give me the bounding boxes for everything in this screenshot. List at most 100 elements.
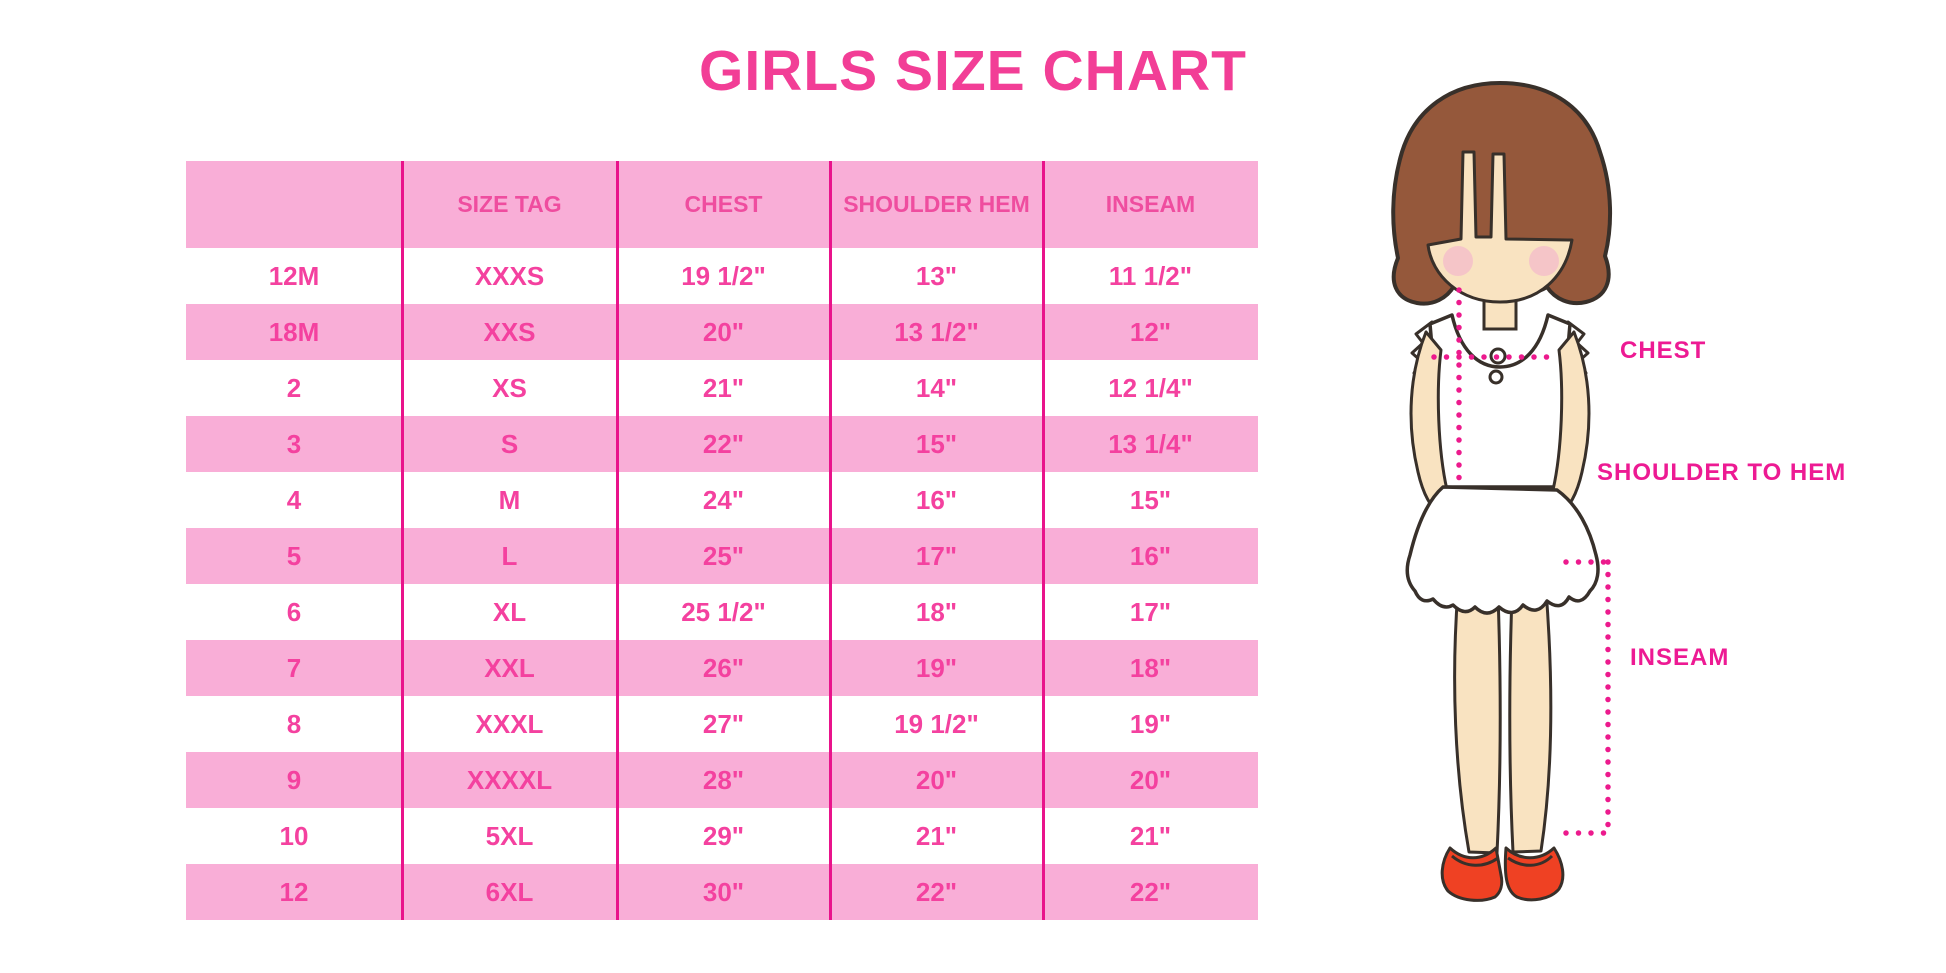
table-row: 7 XXL 26" 19" 18" — [186, 640, 1258, 696]
blush-right — [1529, 246, 1559, 276]
table-row: 18M XXS 20" 13 1/2" 12" — [186, 304, 1258, 360]
shoe-strap-left — [1451, 854, 1499, 867]
page-title: GIRLS SIZE CHART — [698, 39, 1247, 103]
table-cell: 4 — [286, 485, 302, 515]
table-row: 8 XXXL 27" 19 1/2" 19" — [186, 696, 1258, 752]
table-cell: 24" — [702, 485, 745, 515]
table-cell: XXXXL — [466, 765, 553, 795]
leg-right — [1508, 588, 1553, 854]
table-cell: 16" — [915, 485, 958, 515]
table-cell: 22" — [915, 877, 958, 907]
table-cell: 28" — [702, 765, 745, 795]
table-cell: XS — [492, 373, 527, 403]
table-cell: 30" — [702, 877, 745, 907]
table-cell: 18" — [915, 597, 958, 627]
table-cell: 19 1/2" — [681, 261, 766, 291]
table-cell: S — [500, 429, 519, 459]
table-cell: 12 — [279, 877, 309, 907]
table-cell: 17" — [1129, 597, 1172, 627]
table-cell: 12" — [1129, 317, 1172, 347]
column-separator — [829, 161, 832, 920]
table-cell: 10 — [279, 821, 309, 851]
table-row: 10 5XL 29" 21" 21" — [186, 808, 1258, 864]
table-row: 9 XXXXL 28" 20" 20" — [186, 752, 1258, 808]
header-cell — [186, 161, 402, 248]
column-separator — [616, 161, 619, 920]
table-cell: 5XL — [485, 821, 534, 851]
table-cell: 18M — [268, 317, 320, 347]
table-row: 12M XXXS 19 1/2" 13" 11 1/2" — [186, 248, 1258, 304]
table-cell: XL — [492, 597, 527, 627]
table-cell: 15" — [915, 429, 958, 459]
shoe-strap-right — [1507, 854, 1554, 867]
table-cell: 6 — [286, 597, 302, 627]
table-cell: 22" — [1129, 877, 1172, 907]
blush-left — [1443, 246, 1473, 276]
table-cell: 15" — [1129, 485, 1172, 515]
table-header-row: SIZE TAG CHEST SHOULDER HEM INSEAM — [186, 161, 1258, 248]
table-cell: 6XL — [485, 877, 534, 907]
table-cell: 21" — [915, 821, 958, 851]
table-row: 2 XS 21" 14" 12 1/4" — [186, 360, 1258, 416]
table-cell: 27" — [702, 709, 745, 739]
table-cell: 19 1/2" — [894, 709, 979, 739]
table-cell: XXXL — [475, 709, 544, 739]
table-row: 4 M 24" 16" 15" — [186, 472, 1258, 528]
table-cell: 9 — [286, 765, 302, 795]
table-cell: 11 1/2" — [1108, 261, 1193, 291]
table-cell: 13 1/4" — [1108, 429, 1193, 459]
table-cell: XXS — [483, 317, 536, 347]
leg-left — [1453, 588, 1502, 855]
table-cell: 25" — [702, 541, 745, 571]
table-cell: 7 — [286, 653, 302, 683]
table-cell: 13 1/2" — [894, 317, 979, 347]
shoulder-to-hem-label: SHOULDER TO HEM — [1597, 459, 1847, 486]
dress-skirt — [1405, 485, 1600, 615]
header-cell: INSEAM — [1105, 191, 1196, 217]
table-cell: 8 — [286, 709, 302, 739]
column-separator — [401, 161, 404, 920]
table-cell: 13" — [915, 261, 958, 291]
shoe-right — [1503, 846, 1565, 902]
table-cell: 21" — [1129, 821, 1172, 851]
header-cell: CHEST — [684, 191, 763, 217]
table-cell: XXL — [484, 653, 535, 683]
table-cell: 14" — [915, 373, 958, 403]
table-cell: 12M — [268, 261, 320, 291]
table-cell: 20" — [915, 765, 958, 795]
table-cell: 21" — [702, 373, 745, 403]
table-cell: 29" — [702, 821, 745, 851]
table-row: 3 S 22" 15" 13 1/4" — [186, 416, 1258, 472]
table-row: 5 L 25" 17" 16" — [186, 528, 1258, 584]
table-cell: M — [498, 485, 521, 515]
table-cell: 17" — [915, 541, 958, 571]
chest-label: CHEST — [1620, 337, 1707, 364]
dress-button-bottom — [1488, 369, 1504, 385]
table-row: 12 6XL 30" 22" 22" — [186, 864, 1258, 920]
table-cell: 22" — [702, 429, 745, 459]
table-cell: 16" — [1129, 541, 1172, 571]
table-cell: 2 — [286, 373, 302, 403]
size-table: SIZE TAG CHEST SHOULDER HEM INSEAM 12M XXXS 19… — [186, 161, 1258, 920]
table-cell: 5 — [286, 541, 302, 571]
table-cell: L — [501, 541, 518, 571]
table-cell: XXXS — [474, 261, 545, 291]
table-row: 6 XL 25 1/2" 18" 17" — [186, 584, 1258, 640]
table-cell: 18" — [1129, 653, 1172, 683]
table-cell: 12 1/4" — [1108, 373, 1193, 403]
header-cell: SIZE TAG — [457, 191, 562, 217]
table-cell: 19" — [1129, 709, 1172, 739]
inseam-label: INSEAM — [1630, 644, 1730, 671]
column-separator — [1042, 161, 1045, 920]
table-cell: 20" — [702, 317, 745, 347]
table-cell: 26" — [702, 653, 745, 683]
shoe-left — [1440, 846, 1504, 902]
header-cell: SHOULDER HEM — [843, 191, 1030, 217]
table-cell: 19" — [915, 653, 958, 683]
table-cell: 25 1/2" — [681, 597, 766, 627]
dress-bodice — [1428, 313, 1572, 489]
table-cell: 3 — [286, 429, 302, 459]
table-cell: 20" — [1129, 765, 1172, 795]
girl-illustration — [1391, 81, 1613, 902]
